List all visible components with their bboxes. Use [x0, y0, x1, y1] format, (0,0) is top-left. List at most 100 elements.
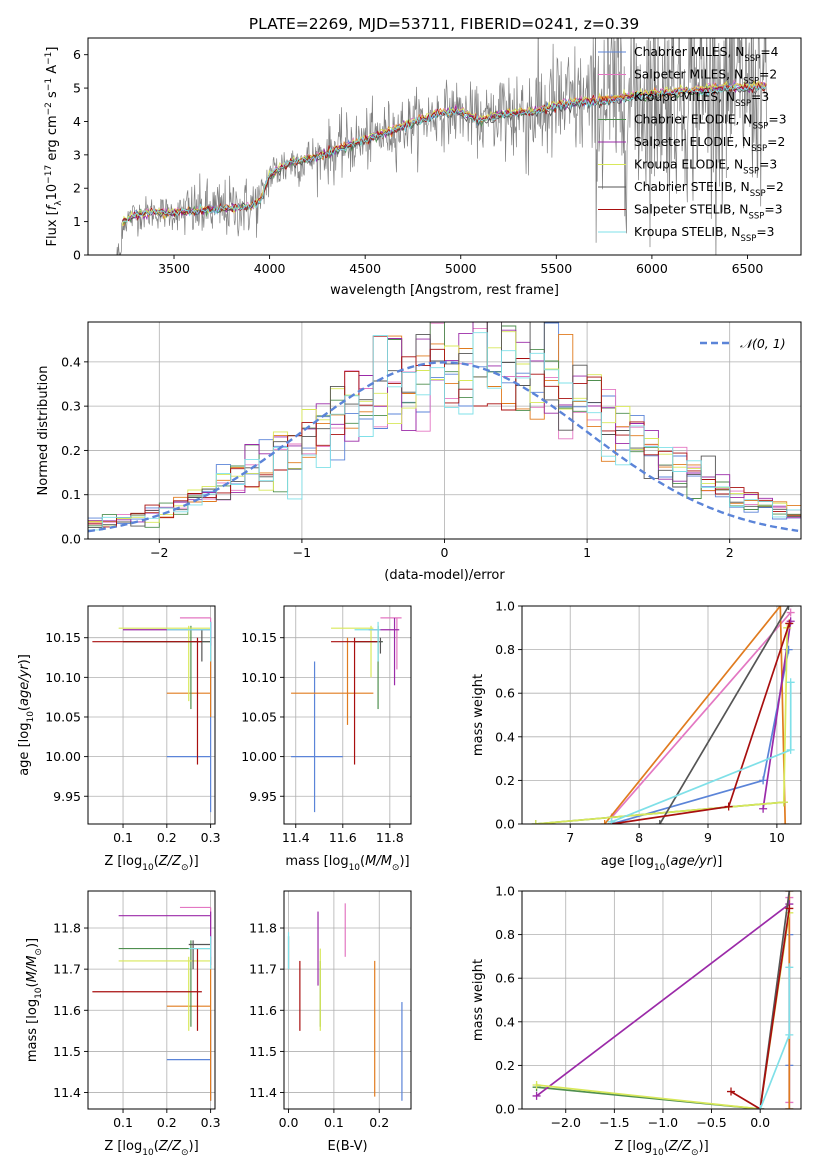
x-tick-label: 6000: [636, 261, 668, 276]
weight-marker: [784, 606, 793, 610]
legend-label: Kroupa MILES, NSSP=3: [634, 90, 769, 109]
y-tick-label: 11.5: [249, 1044, 277, 1059]
x-tick-label: 0.3: [201, 830, 221, 845]
weight-line: [536, 903, 790, 1097]
y-tick-label: 0: [73, 248, 81, 263]
x-tick-label: 0.0: [279, 1115, 299, 1130]
x-tick-label: 11.4: [282, 830, 310, 845]
x-tick-label: 0.1: [113, 830, 133, 845]
legend-label: 𝒩(0, 1): [740, 336, 786, 351]
legend-label: Kroupa ELODIE, NSSP=3: [634, 158, 777, 177]
plot-area: [92, 906, 212, 1101]
x-tick-label: 10: [769, 830, 785, 845]
weight-line: [610, 611, 792, 819]
x-tick-label: 6500: [732, 261, 764, 276]
x-tick-label: 11.6: [329, 830, 357, 845]
figure-title: PLATE=2269, MJD=53711, FIBERID=0241, z=0…: [249, 15, 639, 33]
y-tick-label: 2: [73, 181, 81, 196]
y-tick-label: 10.05: [241, 709, 277, 724]
y-tick-label: 10.00: [45, 749, 81, 764]
hist-kroupa-stelib: [88, 332, 801, 531]
x-tick-label: −1: [293, 545, 311, 560]
spectrum-data-line: [116, 38, 767, 255]
y-axis-label: mass weight: [471, 959, 486, 1041]
y-tick-label: 0.0: [495, 1102, 515, 1117]
y-tick-label: 0.0: [61, 532, 81, 547]
x-tick-label: 3500: [158, 261, 190, 276]
errorbar-kroupa-elodie: [118, 956, 211, 1031]
x-tick-label: 0.3: [201, 1115, 221, 1130]
weight-marker: [727, 1087, 736, 1096]
y-tick-label: 0.2: [495, 773, 515, 788]
weight-marker: [786, 678, 795, 687]
y-tick-label: 0.2: [61, 443, 81, 458]
y-tick-label: 10.15: [45, 630, 81, 645]
axes-frame: [283, 890, 412, 1110]
errorbar-chabrier-miles: [291, 661, 343, 813]
y-tick-label: 0.8: [495, 927, 515, 942]
y-axis-label: mass weight: [471, 674, 486, 756]
weight-series-kroupa-stelib: [756, 963, 794, 1109]
x-axis-label: E(B-V): [327, 1139, 367, 1154]
legend-label: Salpeter MILES, NSSP=2: [634, 68, 777, 87]
panel-mass_vs_Z: 0.1 0.2 0.3 11.4 11.5 11.6 11.7 11.8 Z [log10(Z/…: [25, 890, 221, 1158]
x-tick-label: 0.2: [157, 1115, 177, 1130]
x-axis-label: wavelength [Angstrom, rest frame]: [330, 283, 559, 298]
legend: Chabrier MILES, NSSP=4 Salpeter MILES, NS…: [598, 45, 787, 244]
y-tick-label: 1.0: [495, 599, 515, 614]
y-tick-label: 5: [73, 81, 81, 96]
axis-label: mass [log10(M/M⊙)]: [285, 854, 409, 873]
x-tick-label: 5000: [445, 261, 477, 276]
x-tick-label: 0.1: [113, 1115, 133, 1130]
model-line-salpeter-stelib: [122, 82, 767, 223]
weight-marker: [776, 606, 785, 610]
weight-line: [604, 606, 787, 824]
legend-label: Chabrier ELODIE, NSSP=3: [634, 113, 787, 132]
weight-series-chabrier-stelib: [655, 606, 793, 824]
axis-label: age [log10(age/yr)]: [601, 854, 723, 873]
weight-line: [659, 606, 790, 824]
y-axis-label: Normed distribution: [36, 366, 51, 496]
x-tick-label: 2: [726, 545, 734, 560]
weight-marker: [531, 820, 540, 824]
axes-frame: [87, 890, 216, 1110]
weight-marker: [655, 820, 664, 824]
legend-label: Chabrier STELIB, NSSP=2: [634, 180, 784, 199]
axes-frame: [87, 605, 216, 825]
model-line-kroupa-stelib: [122, 83, 767, 222]
y-tick-label: 1: [73, 214, 81, 229]
x-tick-label: 0.2: [157, 830, 177, 845]
x-tick-label: 0.2: [369, 1115, 389, 1130]
plot-area: [531, 606, 795, 824]
x-tick-label: 8: [635, 830, 643, 845]
weight-series-kroupa-stelib: [607, 678, 795, 824]
x-tick-label: 1: [583, 545, 591, 560]
plot-area: [116, 38, 767, 255]
x-tick-label: 0: [441, 545, 449, 560]
y-tick-label: 0.6: [495, 971, 515, 986]
panel-age_vs_Z: 0.1 0.2 0.3 9.95 10.00 10.05 10.10 10.15 Z [log1…: [17, 605, 221, 873]
weight-marker: [532, 1081, 541, 1090]
x-tick-label: −0.5: [696, 1115, 726, 1130]
legend-label: Salpeter ELODIE, NSSP=2: [634, 135, 785, 154]
y-tick-label: 10.10: [241, 670, 277, 685]
y-tick-label: 9.95: [249, 789, 277, 804]
y-tick-label: 11.8: [249, 921, 277, 936]
weight-marker: [785, 619, 794, 628]
y-tick-label: 0.2: [495, 1058, 515, 1073]
legend-label: Kroupa STELIB, NSSP=3: [634, 225, 775, 244]
y-tick-label: 0.8: [495, 642, 515, 657]
y-tick-label: 0.6: [495, 686, 515, 701]
errorbar-chabrier-stelib: [188, 940, 211, 970]
weight-marker: [600, 820, 609, 824]
axis-label: mass [log10(M/M⊙)]: [25, 938, 44, 1062]
x-tick-label: 5500: [540, 261, 572, 276]
axes-frame: [283, 605, 412, 825]
x-tick-label: −1.0: [648, 1115, 678, 1130]
axes-frame: [87, 37, 802, 256]
y-tick-label: 10.10: [45, 670, 81, 685]
errorbar-salpeter-stelib: [92, 637, 202, 765]
legend-label: Salpeter STELIB, NSSP=3: [634, 203, 783, 222]
x-tick-label: 9: [704, 830, 712, 845]
plot-area: [532, 891, 794, 1109]
